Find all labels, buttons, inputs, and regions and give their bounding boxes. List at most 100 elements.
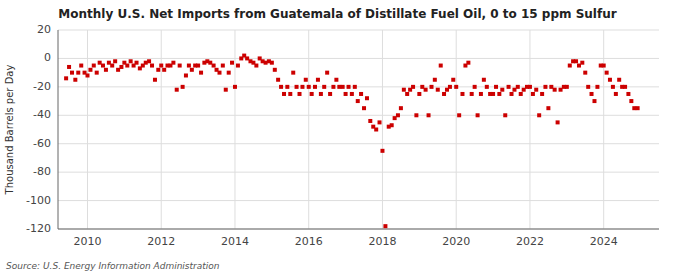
point xyxy=(175,88,179,92)
point xyxy=(304,78,308,82)
point xyxy=(457,113,461,117)
y-grid-line xyxy=(58,172,659,173)
point xyxy=(92,64,96,68)
y-grid-line xyxy=(58,143,659,144)
y-tick-label: 0 xyxy=(44,51,51,64)
x-tick-label: 2022 xyxy=(516,235,544,248)
point xyxy=(586,85,590,89)
y-tick-label: -60 xyxy=(33,137,51,150)
point xyxy=(494,85,498,89)
y-grid-line xyxy=(58,115,659,116)
point xyxy=(199,71,203,75)
point xyxy=(592,99,596,103)
point xyxy=(147,59,151,63)
y-tick-label: -80 xyxy=(33,165,51,178)
x-grid-line xyxy=(87,30,88,229)
point xyxy=(595,85,599,89)
x-grid-line xyxy=(529,30,530,229)
point xyxy=(417,92,421,96)
point xyxy=(67,65,71,69)
point xyxy=(546,106,550,110)
point xyxy=(507,85,511,89)
point xyxy=(491,92,495,96)
y-axis-line xyxy=(58,30,59,229)
point xyxy=(611,85,615,89)
point xyxy=(608,78,612,82)
point xyxy=(224,88,228,92)
point xyxy=(254,64,258,68)
point xyxy=(396,113,400,117)
point xyxy=(359,92,363,96)
point xyxy=(156,68,160,72)
y-grid-line xyxy=(58,229,659,230)
point xyxy=(353,85,357,89)
point xyxy=(159,64,163,68)
point xyxy=(614,92,618,96)
point xyxy=(196,64,200,68)
source-note: Source: U.S. Energy Information Administ… xyxy=(6,261,220,271)
point xyxy=(623,85,627,89)
point xyxy=(85,73,89,77)
point xyxy=(110,64,114,68)
point xyxy=(187,64,191,68)
point xyxy=(135,61,139,65)
point xyxy=(442,92,446,96)
point xyxy=(298,92,302,96)
point xyxy=(402,88,406,92)
y-axis-label: Thousand Barrels per Day xyxy=(4,65,15,196)
point xyxy=(95,71,99,75)
point xyxy=(331,85,335,89)
point xyxy=(605,71,609,75)
y-grid-line xyxy=(58,58,659,59)
point xyxy=(270,61,274,65)
title: Monthly U.S. Net Imports from Guatemala … xyxy=(58,7,616,21)
point xyxy=(436,88,440,92)
point xyxy=(516,85,520,89)
x-axis-line xyxy=(58,229,659,230)
point xyxy=(279,85,283,89)
x-tick-label: 2012 xyxy=(147,235,175,248)
point xyxy=(307,85,311,89)
point xyxy=(362,106,366,110)
point xyxy=(70,71,74,75)
x-grid-line xyxy=(161,30,162,229)
point xyxy=(276,78,280,82)
point xyxy=(411,85,415,89)
point xyxy=(300,85,304,89)
point xyxy=(162,68,166,72)
point xyxy=(184,73,188,77)
point xyxy=(322,85,326,89)
point xyxy=(273,68,277,72)
point xyxy=(553,88,557,92)
point xyxy=(129,59,133,63)
point xyxy=(334,78,338,82)
x-tick-label: 2024 xyxy=(590,235,618,248)
point xyxy=(64,76,68,80)
point xyxy=(451,78,455,82)
point xyxy=(344,92,348,96)
point xyxy=(119,65,123,69)
point xyxy=(319,92,323,96)
point xyxy=(580,61,584,65)
point xyxy=(374,128,378,132)
point xyxy=(325,71,329,75)
point xyxy=(125,64,129,68)
point xyxy=(500,88,504,92)
point xyxy=(73,78,77,82)
y-tick-label: 20 xyxy=(37,23,51,36)
point xyxy=(574,59,578,63)
point xyxy=(617,78,621,82)
point xyxy=(476,113,480,117)
point xyxy=(543,85,547,89)
point xyxy=(473,85,477,89)
point xyxy=(233,85,237,89)
point xyxy=(341,85,345,89)
point xyxy=(190,68,194,72)
point xyxy=(399,106,403,110)
point xyxy=(227,71,231,75)
point xyxy=(636,106,640,110)
point xyxy=(528,85,532,89)
point xyxy=(565,85,569,89)
point xyxy=(230,61,234,65)
point xyxy=(482,78,486,82)
